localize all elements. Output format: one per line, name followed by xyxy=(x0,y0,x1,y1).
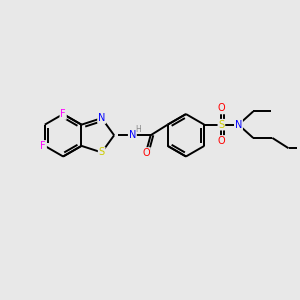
Text: S: S xyxy=(218,120,224,130)
Text: N: N xyxy=(235,120,242,130)
Text: N: N xyxy=(98,113,105,123)
Text: S: S xyxy=(99,147,105,158)
Text: H: H xyxy=(135,125,141,134)
Text: F: F xyxy=(40,141,46,151)
Text: O: O xyxy=(142,148,150,158)
Text: O: O xyxy=(218,103,225,113)
Text: O: O xyxy=(218,136,225,146)
Text: N: N xyxy=(129,130,136,140)
Text: F: F xyxy=(60,109,66,119)
